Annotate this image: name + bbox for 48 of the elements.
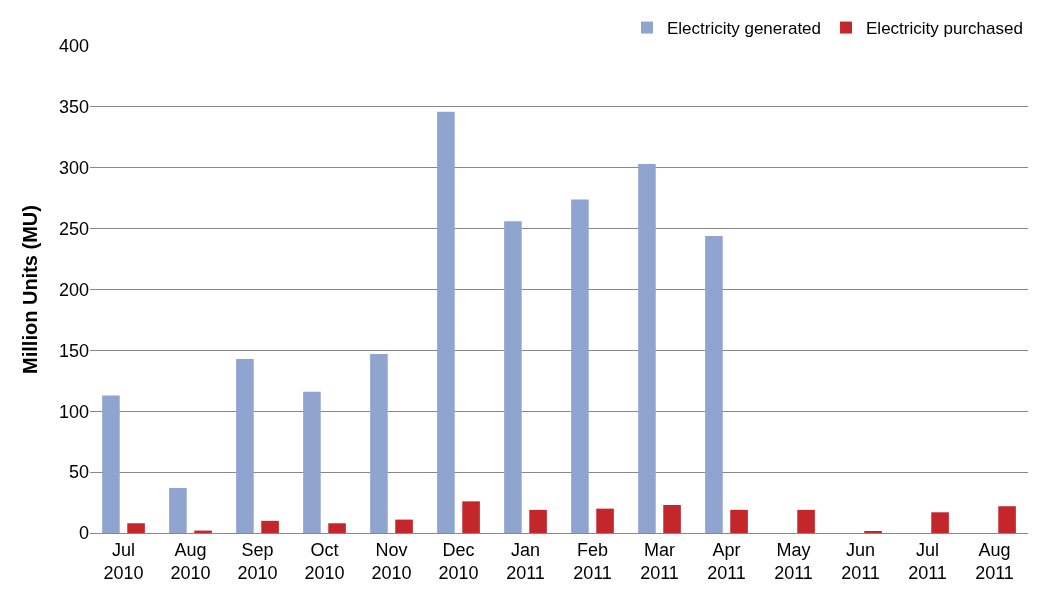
bar [127, 523, 145, 533]
bar [931, 512, 949, 533]
y-axis-title: Million Units (MU) [19, 205, 42, 374]
bar [571, 199, 589, 533]
y-tick-label: 250 [58, 218, 89, 239]
y-tick-label: 50 [68, 462, 89, 483]
x-tick-label: Jan 2011 [506, 539, 545, 583]
bar [261, 520, 279, 533]
bar [529, 509, 547, 533]
x-tick-label: Aug 2010 [170, 539, 211, 583]
bar [998, 506, 1016, 533]
bar [169, 487, 187, 533]
bar [328, 523, 346, 533]
x-tick-label: Aug 2011 [975, 539, 1014, 583]
bar [705, 235, 723, 533]
x-tick-label: Feb 2011 [573, 539, 612, 583]
x-tick-label: Jul 2011 [908, 539, 947, 583]
x-tick-label: Nov 2010 [371, 539, 412, 583]
bar [663, 505, 681, 533]
bar [370, 354, 388, 533]
bar [395, 519, 413, 533]
y-tick-label: 150 [58, 340, 89, 361]
bar [797, 509, 815, 533]
y-tick-label: 100 [58, 401, 89, 422]
bar [596, 508, 614, 533]
bar [437, 111, 455, 533]
y-tick-label: 350 [58, 97, 89, 118]
x-tick-label: Mar 2011 [640, 539, 679, 583]
x-tick-label: May 2011 [774, 539, 813, 583]
legend-label: Electricity generated [667, 19, 822, 39]
x-tick-label: Jul 2010 [103, 539, 144, 583]
bar [462, 501, 480, 533]
y-tick-label: 300 [58, 158, 89, 179]
x-tick-label: Apr 2011 [707, 539, 746, 583]
bar [504, 221, 522, 533]
y-tick-label: 200 [58, 279, 89, 300]
bar [638, 164, 656, 533]
bar [303, 391, 321, 533]
legend-label: Electricity purchased [866, 19, 1023, 39]
bar [102, 395, 120, 533]
x-tick-label: Oct 2010 [304, 539, 345, 583]
x-tick-label: Sep 2010 [237, 539, 278, 583]
bar [730, 509, 748, 533]
x-tick-label: Dec 2010 [438, 539, 479, 583]
y-tick-label: 400 [58, 36, 89, 57]
y-tick-label: 0 [78, 523, 89, 544]
x-tick-label: Jun 2011 [841, 539, 880, 583]
bar [236, 358, 254, 533]
